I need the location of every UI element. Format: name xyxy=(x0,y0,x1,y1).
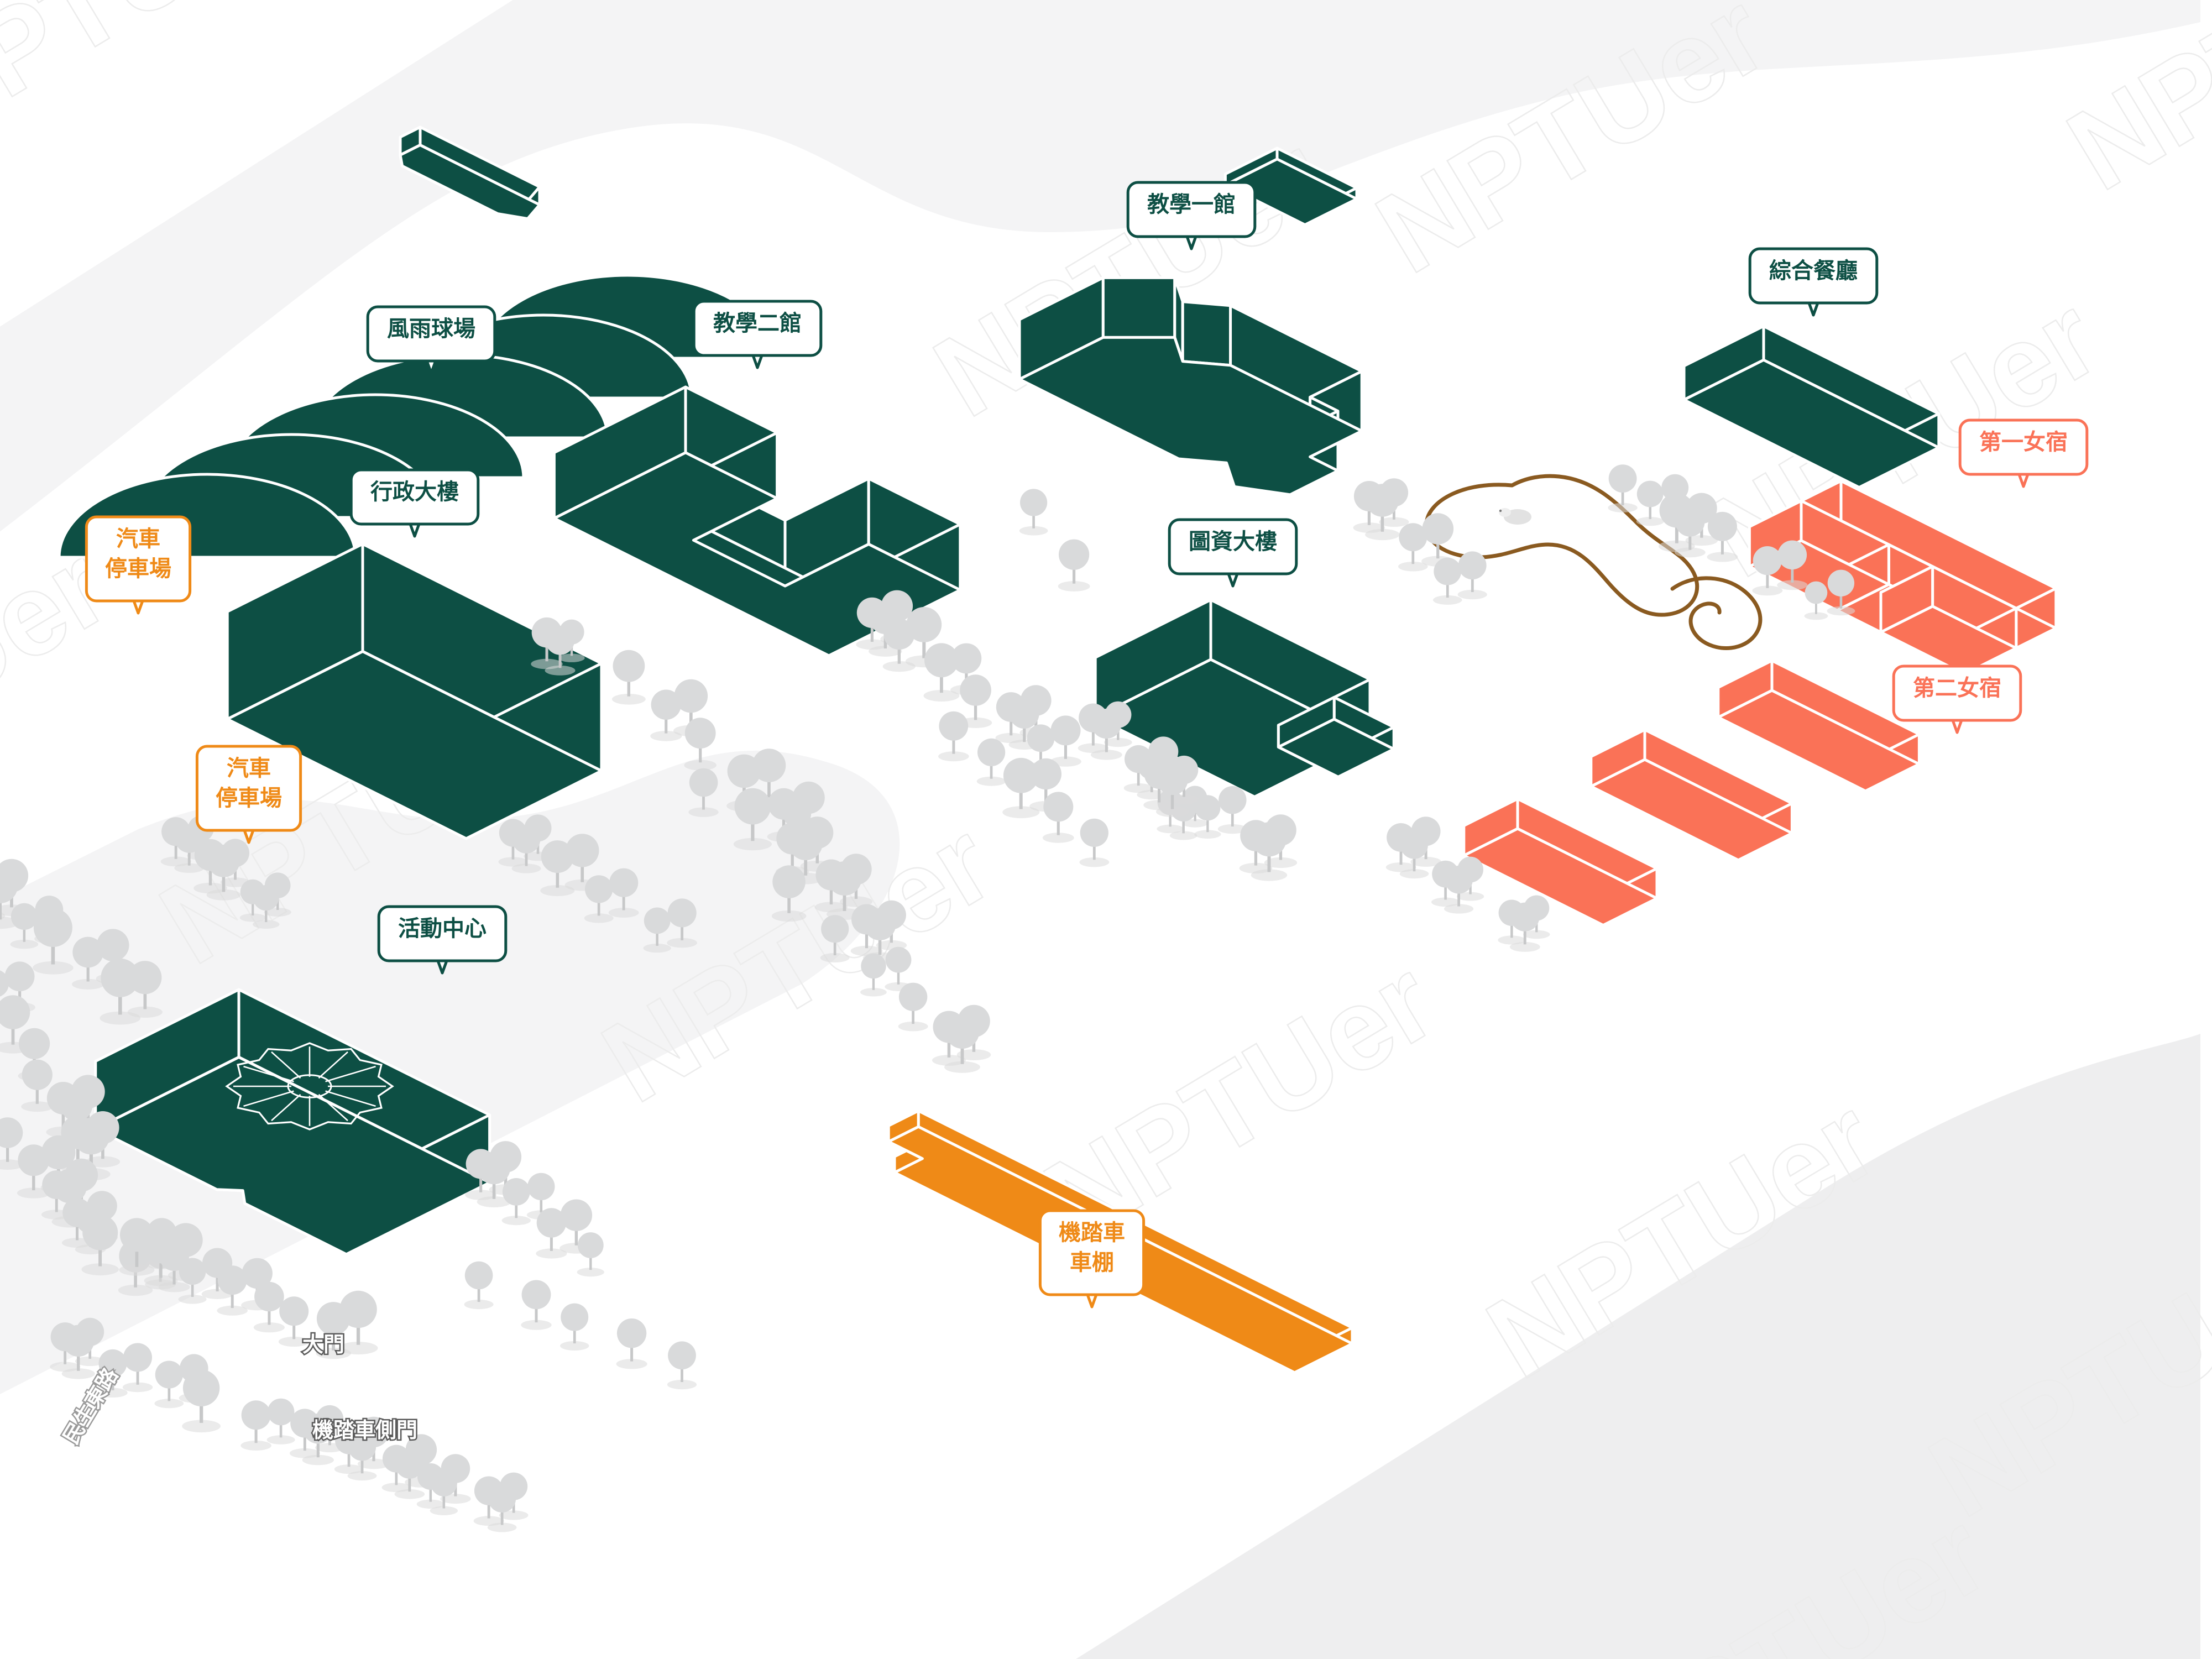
svg-text:車棚: 車棚 xyxy=(1070,1250,1114,1275)
svg-text:圖資大樓: 圖資大樓 xyxy=(1189,530,1277,554)
svg-text:風雨球場: 風雨球場 xyxy=(387,317,475,341)
svg-text:汽車: 汽車 xyxy=(116,527,160,551)
svg-text:第二女宿: 第二女宿 xyxy=(1913,676,2001,700)
svg-text:停車場: 停車場 xyxy=(105,557,171,581)
svg-text:第一女宿: 第一女宿 xyxy=(1979,430,2068,454)
svg-text:汽車: 汽車 xyxy=(227,756,271,781)
svg-text:教學一館: 教學一館 xyxy=(1147,192,1236,217)
svg-text:活動中心: 活動中心 xyxy=(398,917,487,941)
svg-text:綜合餐廳: 綜合餐廳 xyxy=(1769,258,1858,283)
svg-text:機踏車側門: 機踏車側門 xyxy=(312,1419,417,1442)
svg-text:大門: 大門 xyxy=(302,1333,344,1357)
svg-text:教學二館: 教學二館 xyxy=(713,311,802,336)
svg-text:停車場: 停車場 xyxy=(216,786,282,810)
svg-text:機踏車: 機踏車 xyxy=(1059,1221,1125,1245)
svg-text:行政大樓: 行政大樓 xyxy=(370,480,459,504)
